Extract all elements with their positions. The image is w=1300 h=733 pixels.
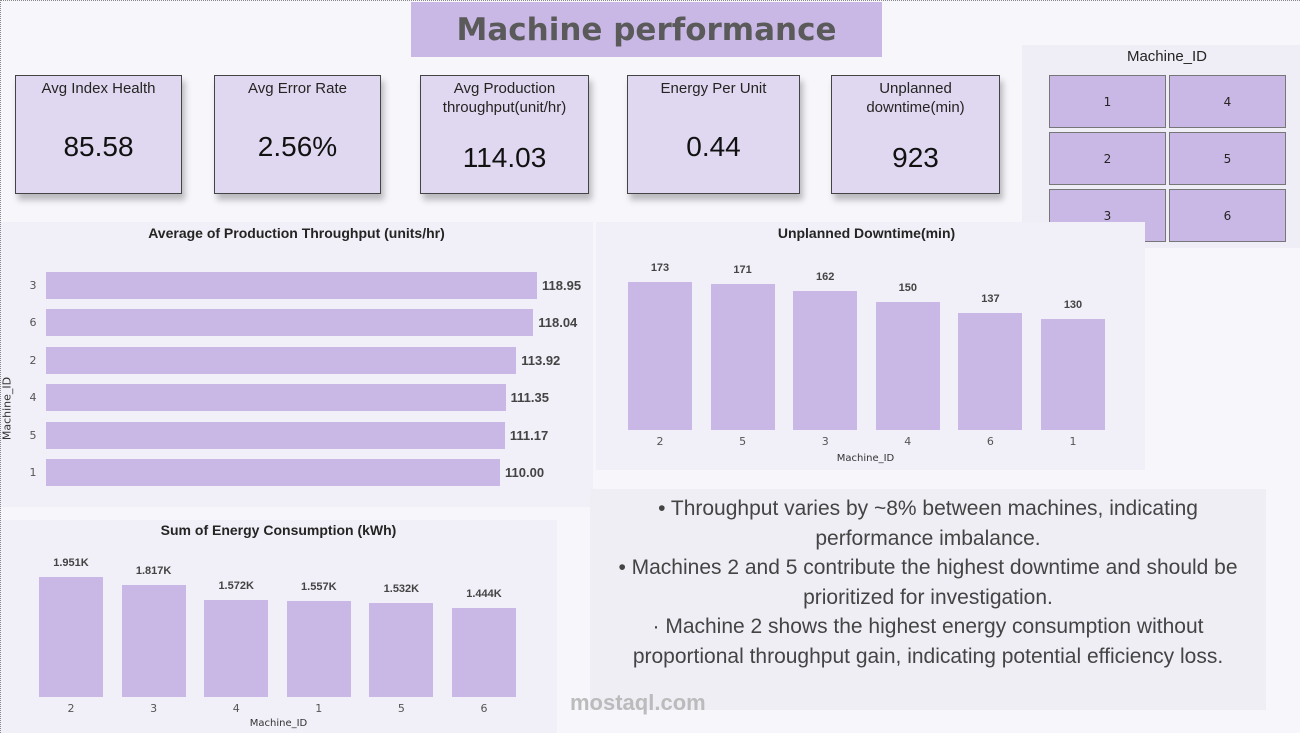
kpi-value: 114.03	[462, 142, 547, 173]
x-axis-title: Machine_ID	[249, 718, 308, 729]
y-axis-title: Machine_ID	[0, 376, 14, 441]
data-label: 130	[1063, 298, 1083, 311]
bar	[793, 291, 858, 430]
kpi-card-index-health: Avg Index Health 85.58	[15, 75, 182, 194]
bar	[1041, 318, 1105, 430]
page-title: Machine performance	[411, 2, 882, 57]
insight-2: • Machines 2 and 5 contribute the highes…	[618, 556, 1238, 609]
data-label: 118.04	[538, 315, 578, 331]
data-label: 171	[733, 263, 752, 276]
kpi-label: Avg Production throughput(unit/hr)	[442, 80, 567, 116]
kpi-label: Unplanned downtime(min)	[866, 80, 965, 116]
kpi-card-energy-per-unit: Energy Per Unit 0.44	[627, 75, 800, 194]
y-tick-label: 6	[29, 316, 37, 330]
bar	[46, 384, 506, 412]
kpi-value: 2.56%	[257, 131, 338, 162]
data-label: 1.557K	[301, 581, 337, 594]
bar	[46, 421, 505, 449]
watermark: mostaql.com	[570, 690, 706, 715]
x-tick-label: 5	[739, 435, 747, 448]
data-label: 162	[816, 271, 835, 284]
bar	[204, 600, 269, 697]
bar	[628, 282, 692, 430]
data-label: 150	[898, 281, 917, 294]
bar	[46, 459, 501, 486]
data-label: 1.951K	[53, 557, 89, 569]
x-tick-label: 3	[821, 435, 829, 448]
y-tick-label: 4	[29, 391, 37, 405]
data-label: 137	[981, 292, 1000, 305]
data-label: 1.444K	[466, 588, 502, 601]
data-label: 111.35	[510, 390, 549, 406]
y-tick-label: 1	[29, 466, 37, 479]
slicer-option-5[interactable]: 5	[1169, 132, 1286, 185]
machine-id-slicer: Machine_ID 1 4 2 5 3 6	[1022, 45, 1300, 248]
kpi-value: 85.58	[63, 131, 134, 162]
kpi-card-error-rate: Avg Error Rate 2.56%	[214, 75, 381, 194]
x-tick-label: 1	[315, 702, 323, 715]
data-label: 173	[650, 262, 670, 274]
downtime-chart: Unplanned Downtime(min) Machine_ID 173 2 1…	[596, 222, 1145, 470]
y-tick-label: 5	[29, 428, 37, 442]
bar	[286, 601, 351, 697]
x-tick-label: 5	[397, 702, 405, 715]
kpi-label: Avg Error Rate	[248, 80, 347, 97]
x-tick-label: 1	[1069, 435, 1077, 448]
bar	[39, 577, 103, 697]
kpi-card-downtime: Unplanned downtime(min) 923	[831, 75, 1000, 194]
bar	[369, 602, 434, 697]
x-tick-label: 6	[480, 702, 488, 715]
y-tick-label: 2	[29, 353, 37, 367]
kpi-label: Avg Index Health	[41, 80, 156, 97]
bar	[46, 272, 537, 299]
slicer-option-6[interactable]: 6	[1169, 189, 1286, 242]
kpi-label: Energy Per Unit	[660, 80, 767, 97]
x-tick-label: 2	[656, 435, 664, 448]
data-label: 1.532K	[383, 582, 420, 595]
bar	[46, 346, 517, 374]
insight-3: · Machine 2 shows the highest energy con…	[632, 615, 1224, 668]
throughput-chart: Average of Production Throughput (units/…	[0, 222, 593, 507]
bar	[452, 608, 516, 697]
insight-1: • Throughput varies by ~8% between machi…	[658, 497, 1198, 550]
insights-textbox: • Throughput varies by ~8% between machi…	[590, 489, 1266, 710]
x-tick-label: 4	[904, 435, 912, 448]
data-label: 110.00	[505, 465, 545, 480]
slicer-title: Machine_ID	[1126, 48, 1208, 65]
bar	[46, 309, 534, 337]
data-label: 1.817K	[135, 565, 172, 578]
chart-title: Sum of Energy Consumption (kWh)	[160, 522, 397, 538]
x-tick-label: 4	[232, 702, 240, 715]
kpi-value: 0.44	[686, 131, 741, 162]
chart-title: Unplanned Downtime(min)	[777, 225, 956, 241]
slicer-option-4[interactable]: 4	[1169, 75, 1286, 128]
kpi-value: 923	[892, 142, 939, 173]
bar	[710, 283, 775, 430]
chart-title: Average of Production Throughput (units/…	[148, 225, 445, 241]
data-label: 1.572K	[218, 580, 254, 593]
slicer-option-2[interactable]: 2	[1049, 132, 1166, 185]
x-tick-label: 2	[67, 702, 75, 715]
y-tick-label: 3	[29, 279, 37, 292]
x-axis-title: Machine_ID	[836, 453, 895, 464]
x-tick-label: 3	[150, 702, 158, 715]
slicer-option-1[interactable]: 1	[1049, 75, 1166, 128]
bar	[958, 312, 1023, 430]
kpi-card-throughput: Avg Production throughput(unit/hr) 114.0…	[420, 75, 589, 194]
data-label: 118.95	[542, 278, 582, 293]
bar	[875, 301, 940, 430]
x-tick-label: 6	[986, 435, 994, 448]
data-label: 113.92	[521, 352, 561, 368]
energy-chart: Sum of Energy Consumption (kWh) Machine_…	[0, 520, 557, 733]
data-label: 111.17	[509, 427, 549, 443]
bar	[121, 585, 186, 697]
